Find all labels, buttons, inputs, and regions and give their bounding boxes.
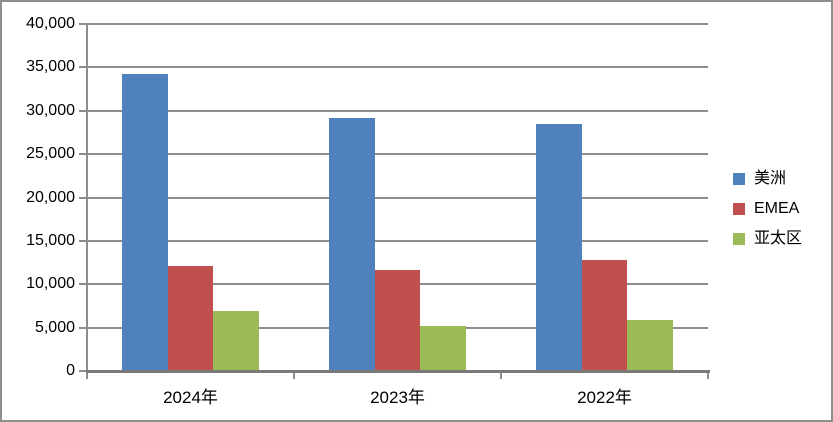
x-axis-label-2023: 2023年 xyxy=(370,388,425,407)
legend-swatch-apac xyxy=(733,233,745,245)
y-axis-tick xyxy=(79,66,87,69)
y-axis-tick xyxy=(79,153,87,156)
y-axis-label: 15,000 xyxy=(26,231,75,249)
bar-americas-2023 xyxy=(329,117,375,371)
x-axis-tick xyxy=(293,373,295,379)
legend-label-apac: 亚太区 xyxy=(754,230,803,247)
bar-apac-2024 xyxy=(213,311,259,371)
legend-item-emea: EMEA xyxy=(733,200,802,218)
x-axis-tick xyxy=(707,373,709,379)
y-axis-label: 25,000 xyxy=(26,145,75,163)
y-axis-tick xyxy=(79,23,87,25)
bar-americas-2024 xyxy=(122,74,168,371)
gridline xyxy=(87,23,708,25)
gridline xyxy=(87,109,708,112)
y-axis-label: 30,000 xyxy=(26,101,75,119)
y-axis-label: 0 xyxy=(66,362,75,379)
y-axis-tick xyxy=(79,370,87,372)
x-axis-tick xyxy=(86,373,88,379)
y-axis-tick xyxy=(79,239,87,242)
y-axis-line xyxy=(86,24,88,371)
gridline xyxy=(87,66,708,69)
y-axis-label: 5,000 xyxy=(34,318,75,336)
y-axis-label: 20,000 xyxy=(26,188,75,206)
legend-label-emea: EMEA xyxy=(754,200,800,217)
gridline xyxy=(87,239,708,242)
bar-emea-2023 xyxy=(374,269,421,371)
x-axis-label-2022: 2022年 xyxy=(577,388,632,407)
y-axis-tick xyxy=(79,326,87,329)
x-axis-tick xyxy=(500,373,502,379)
bar-emea-2024 xyxy=(167,266,214,371)
gridline xyxy=(87,196,708,199)
legend-swatch-emea xyxy=(733,203,745,215)
legend-swatch-americas xyxy=(733,173,745,185)
y-axis-tick xyxy=(79,109,87,112)
bar-americas-2022 xyxy=(536,123,582,371)
gridline xyxy=(87,153,708,156)
y-axis-label: 40,000 xyxy=(26,15,75,32)
legend-item-americas: 美洲 xyxy=(733,170,802,188)
x-axis-line xyxy=(86,370,710,373)
bar-emea-2022 xyxy=(581,259,628,371)
y-axis-label: 10,000 xyxy=(26,275,75,293)
y-axis-tick xyxy=(79,196,87,199)
legend: 美洲 EMEA 亚太区 xyxy=(733,170,802,248)
legend-label-americas: 美洲 xyxy=(754,170,787,187)
bar-apac-2023 xyxy=(420,325,466,371)
y-axis-label: 35,000 xyxy=(26,58,75,76)
bar-apac-2022 xyxy=(627,319,673,371)
y-axis-tick xyxy=(79,283,87,286)
x-axis-label-2024: 2024年 xyxy=(163,388,218,407)
legend-item-apac: 亚太区 xyxy=(733,230,802,248)
